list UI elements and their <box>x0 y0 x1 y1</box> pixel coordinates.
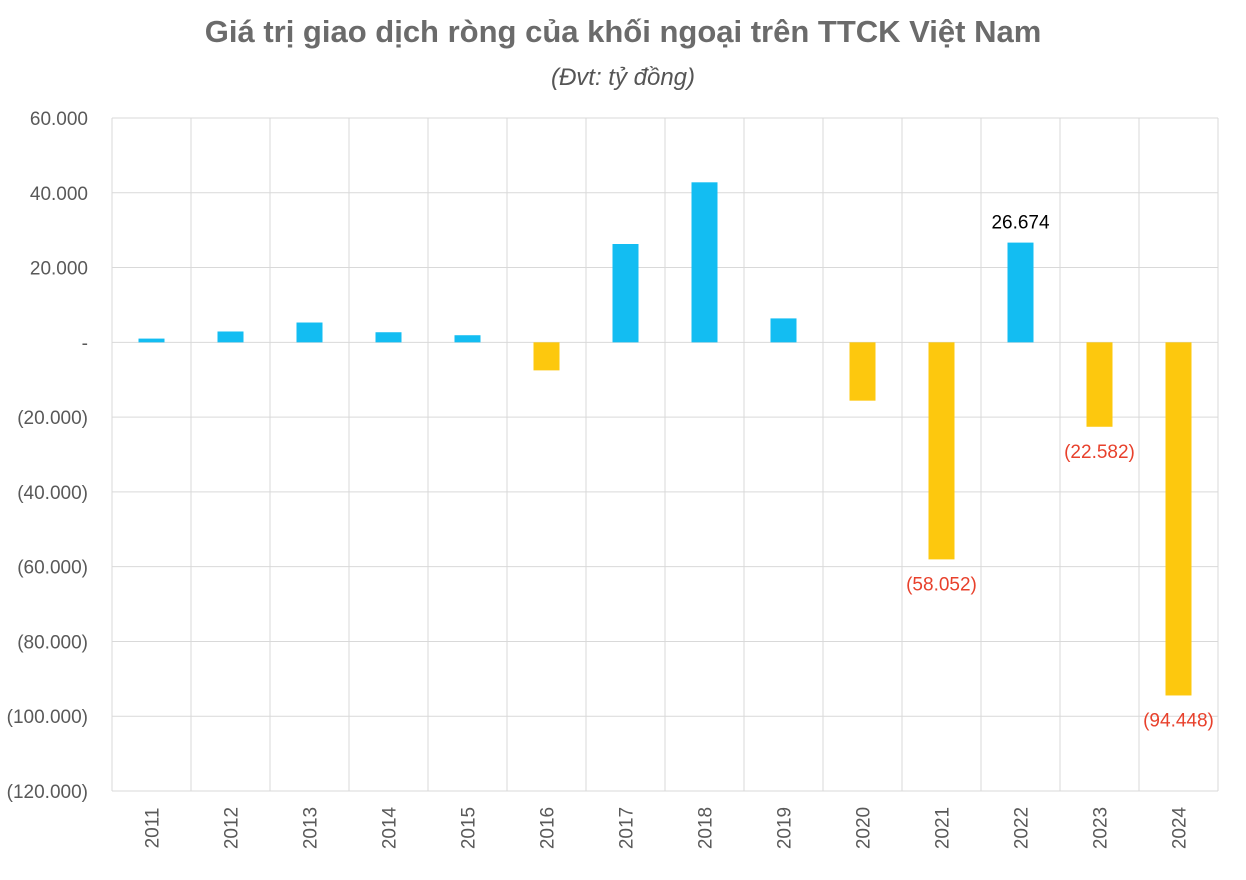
x-tick-label: 2014 <box>380 806 401 849</box>
bar-2019 <box>770 318 797 343</box>
bars <box>138 182 1192 696</box>
x-tick-label: 2012 <box>222 807 243 849</box>
bar-2015 <box>454 335 481 343</box>
bar-2018 <box>691 182 718 343</box>
bar-2021 <box>928 342 955 560</box>
bar-2014 <box>375 332 402 343</box>
x-tick-label: 2011 <box>143 808 164 849</box>
x-axis: 2011 2012 2013 2014 2015 2016 2017 2018 2019 2020… <box>143 806 1191 849</box>
data-label-2021: (58.052) <box>906 574 977 595</box>
y-tick-label: 40.000 <box>30 184 88 205</box>
chart-subtitle: (Đvt: tỷ đồng) <box>550 64 696 91</box>
chart-title: Giá trị giao dịch ròng của khối ngoại tr… <box>204 14 1042 49</box>
data-label-2022: 26.674 <box>991 213 1050 234</box>
x-tick-label: 2020 <box>854 807 875 849</box>
y-tick-label: (120.000) <box>7 782 88 803</box>
bar-2012 <box>217 331 244 343</box>
bar-2013 <box>296 322 323 343</box>
y-tick-label: 20.000 <box>30 259 88 280</box>
x-tick-label: 2018 <box>696 807 717 849</box>
x-tick-label: 2015 <box>459 807 480 849</box>
bar-2022 <box>1007 242 1034 343</box>
x-tick-label: 2021 <box>933 807 954 849</box>
bar-2016 <box>533 342 560 371</box>
bar-2024 <box>1165 342 1192 696</box>
x-tick-label: 2013 <box>301 807 322 849</box>
x-tick-label: 2019 <box>775 807 796 849</box>
data-label-2023: (22.582) <box>1064 442 1135 463</box>
x-tick-label: 2023 <box>1091 807 1112 849</box>
y-tick-label: (60.000) <box>17 558 88 579</box>
y-tick-label: (40.000) <box>17 483 88 504</box>
data-labels: (58.052) 26.674 (22.582) (94.448) <box>906 213 1214 732</box>
data-label-2024: (94.448) <box>1143 710 1214 731</box>
y-tick-label: (100.000) <box>7 707 88 728</box>
bar-2023 <box>1086 342 1113 427</box>
x-tick-label: 2024 <box>1170 806 1191 849</box>
grid-lines <box>111 117 1219 792</box>
bar-2011 <box>138 338 165 343</box>
y-tick-label: 60.000 <box>30 109 88 130</box>
x-tick-label: 2022 <box>1012 807 1033 849</box>
x-tick-label: 2016 <box>538 807 559 849</box>
y-tick-label: (80.000) <box>17 632 88 653</box>
y-axis: 60.000 40.000 20.000 - (20.000) (40.000) (60.0… <box>7 109 88 803</box>
y-tick-label: (20.000) <box>17 408 88 429</box>
x-tick-label: 2017 <box>617 807 638 849</box>
bar-2020 <box>849 342 876 401</box>
bar-2017 <box>612 244 639 343</box>
y-tick-label: - <box>82 333 88 354</box>
